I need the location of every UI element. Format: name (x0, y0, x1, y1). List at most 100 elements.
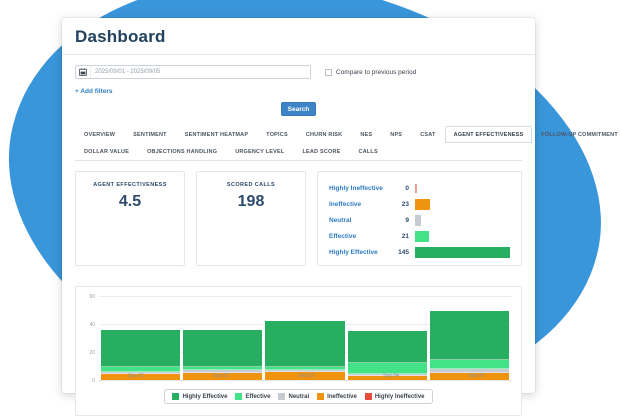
stat-label: SCORED CALLS (226, 182, 276, 188)
tab-dollar-value[interactable]: DOLLAR VALUE (84, 149, 130, 155)
tab-follow-up-commitment[interactable]: FOLLOW-UP COMMITMENT (541, 132, 618, 138)
tab-lead-score[interactable]: LEAD SCORE (302, 149, 341, 155)
bars-container (99, 297, 511, 380)
calendar-icon[interactable] (76, 66, 91, 78)
y-axis-tick-0: 0 (92, 378, 95, 384)
stats-row: AGENT EFFECTIVENESS 4.5 SCORED CALLS 198… (75, 171, 522, 266)
legend-item-neutral[interactable]: Neutral (278, 393, 309, 400)
date-range-input[interactable]: 2025/09/01 - 2025/09/05 (95, 69, 161, 75)
x-axis-label-sep-02: Sep 02 (213, 373, 229, 379)
legend-swatch (364, 393, 372, 400)
bar-sep-05 (429, 311, 510, 380)
distribution-label: Ineffective (329, 200, 362, 208)
legend-swatch (278, 393, 286, 400)
bar-sep-03 (265, 321, 345, 380)
distribution-bar (415, 247, 510, 259)
date-range-picker[interactable]: 2025/09/01 - 2025/09/05 (75, 65, 311, 79)
bar-segment-highly-effective (429, 311, 510, 361)
search-button[interactable]: Search (280, 102, 317, 116)
distribution-bar-track (415, 247, 510, 259)
distribution-value: 23 (401, 200, 409, 208)
stat-value: 4.5 (118, 193, 142, 210)
x-axis-labels: Sep 01 Sep 02 Sep 03 Sep 04 Sep 05 (93, 373, 519, 379)
legend-item-effective[interactable]: Effective (235, 393, 270, 400)
distribution-label: Neutral (329, 216, 352, 224)
distribution-bar-track (415, 198, 510, 210)
filters-section: 2025/09/01 - 2025/09/05 Compare to previ… (62, 55, 535, 116)
distribution-bar-track (415, 214, 510, 226)
bar-segment-effective (347, 363, 427, 375)
y-axis-tick-20: 20 (89, 350, 95, 356)
distribution-row-highly-ineffective: Highly Ineffective 0 (329, 180, 510, 196)
bar-segment-ineffective (183, 373, 263, 380)
stat-card-agent-effectiveness: AGENT EFFECTIVENESS 4.5 (75, 171, 185, 266)
distribution-row-highly-effective: Highly Effective 145 (329, 245, 510, 261)
bar-sep-01 (101, 329, 181, 380)
distribution-label: Highly Effective (329, 249, 378, 257)
gridline-60 (99, 296, 511, 297)
distribution-value: 0 (405, 184, 409, 192)
legend-label: Ineffective (327, 393, 357, 400)
bar-segment-neutral (265, 370, 345, 372)
tab-topics[interactable]: TOPICS (266, 132, 288, 138)
legend-item-ineffective[interactable]: Ineffective (317, 393, 357, 400)
tabs-nav: OVERVIEW SENTIMENT SENTIMENT HEATMAP TOPICS… (62, 126, 618, 160)
compare-checkbox[interactable] (325, 68, 332, 76)
distribution-bar-track (415, 231, 510, 243)
tab-agent-effectiveness[interactable]: AGENT EFFECTIVENESS (444, 126, 533, 143)
chart-plot-area: 0 20 40 60 (82, 294, 513, 384)
distribution-bar (415, 183, 417, 193)
legend-swatch (317, 393, 325, 400)
bar-segment-highly-effective (265, 321, 345, 368)
bar-sep-04 (347, 331, 427, 380)
bar-segment-ineffective (265, 371, 345, 380)
page-title: Dashboard (75, 27, 166, 46)
legend-swatch (172, 393, 180, 400)
dashboard-card: Dashboard 2025/09/01 - 2025/09/05 (62, 18, 618, 416)
legend-label: Neutral (288, 393, 310, 400)
bar-segment-highly-effective (347, 331, 427, 364)
bar-segment-neutral (429, 368, 510, 373)
gridline-0 (99, 380, 511, 381)
distribution-value: 145 (398, 249, 409, 257)
effectiveness-distribution-panel: Highly Ineffective 0 Ineffective 23 Neutral 9… (317, 171, 522, 266)
bar-segment-neutral (183, 370, 263, 373)
chart-legend: Highly Effective Effective Neutral Ineffect… (164, 389, 433, 404)
tab-overview[interactable]: OVERVIEW (84, 132, 116, 138)
bar-segment-effective (183, 367, 263, 371)
y-axis-tick-60: 60 (89, 294, 95, 300)
x-axis-label-sep-05: Sep 05 (468, 373, 484, 379)
tab-nes[interactable]: NES (360, 132, 373, 138)
legend-item-highly-ineffective[interactable]: Highly Ineffective (364, 393, 425, 400)
distribution-row-ineffective: Ineffective 23 (329, 196, 510, 212)
tab-objections-handling[interactable]: OBJECTIONS HANDLING (147, 149, 218, 155)
tab-sentiment-heatmap[interactable]: SENTIMENT HEATMAP (184, 132, 249, 138)
legend-label: Effective (245, 393, 271, 400)
bar-segment-highly-effective (183, 329, 263, 368)
y-axis-tick-40: 40 (89, 322, 95, 328)
distribution-bar-track (415, 183, 510, 194)
add-filters-link[interactable]: + Add filters (75, 88, 113, 95)
x-axis-label-sep-03: Sep 03 (298, 373, 314, 379)
tab-sentiment[interactable]: SENTIMENT (133, 132, 167, 138)
compare-toggle: Compare to previous period (325, 68, 416, 76)
legend-item-highly-effective[interactable]: Highly Effective (172, 393, 227, 400)
bar-segment-effective (429, 360, 510, 369)
effectiveness-bar-chart: 0 20 40 60 Sep 01 Sep 02 Sep 03 Sep 04 Sep 05 H… (75, 286, 522, 416)
distribution-value: 9 (405, 216, 409, 224)
bar-sep-02 (183, 329, 263, 380)
tab-urgency-level[interactable]: URGENCY LEVEL (235, 149, 285, 155)
tab-churn-risk[interactable]: CHURN RISK (305, 132, 343, 138)
bar-segment-neutral (347, 374, 427, 376)
tab-calls[interactable]: CALLS (358, 149, 378, 155)
legend-label: Highly Ineffective (374, 393, 425, 400)
legend-swatch (235, 393, 243, 400)
card-header: Dashboard (62, 18, 535, 55)
tab-csat[interactable]: CSAT (420, 132, 436, 138)
distribution-bar (415, 198, 431, 210)
distribution-bar (415, 214, 421, 226)
distribution-label: Highly Ineffective (329, 184, 383, 192)
tab-nps[interactable]: NPS (390, 132, 403, 138)
x-axis-label-sep-01: Sep 01 (128, 373, 144, 379)
